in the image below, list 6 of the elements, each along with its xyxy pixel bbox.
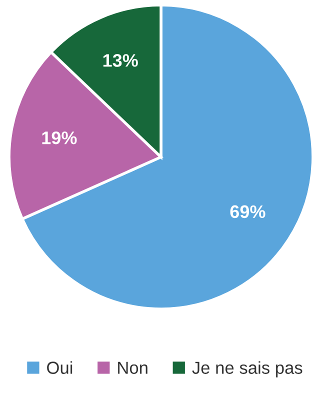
data-label: 69% [230, 205, 266, 218]
data-label: 19% [42, 131, 77, 144]
data-label: 13% [103, 54, 138, 67]
legend-label: Oui [47, 361, 72, 374]
legend-label: Non [118, 362, 148, 374]
legend-label: Je ne sais pas [192, 361, 302, 378]
